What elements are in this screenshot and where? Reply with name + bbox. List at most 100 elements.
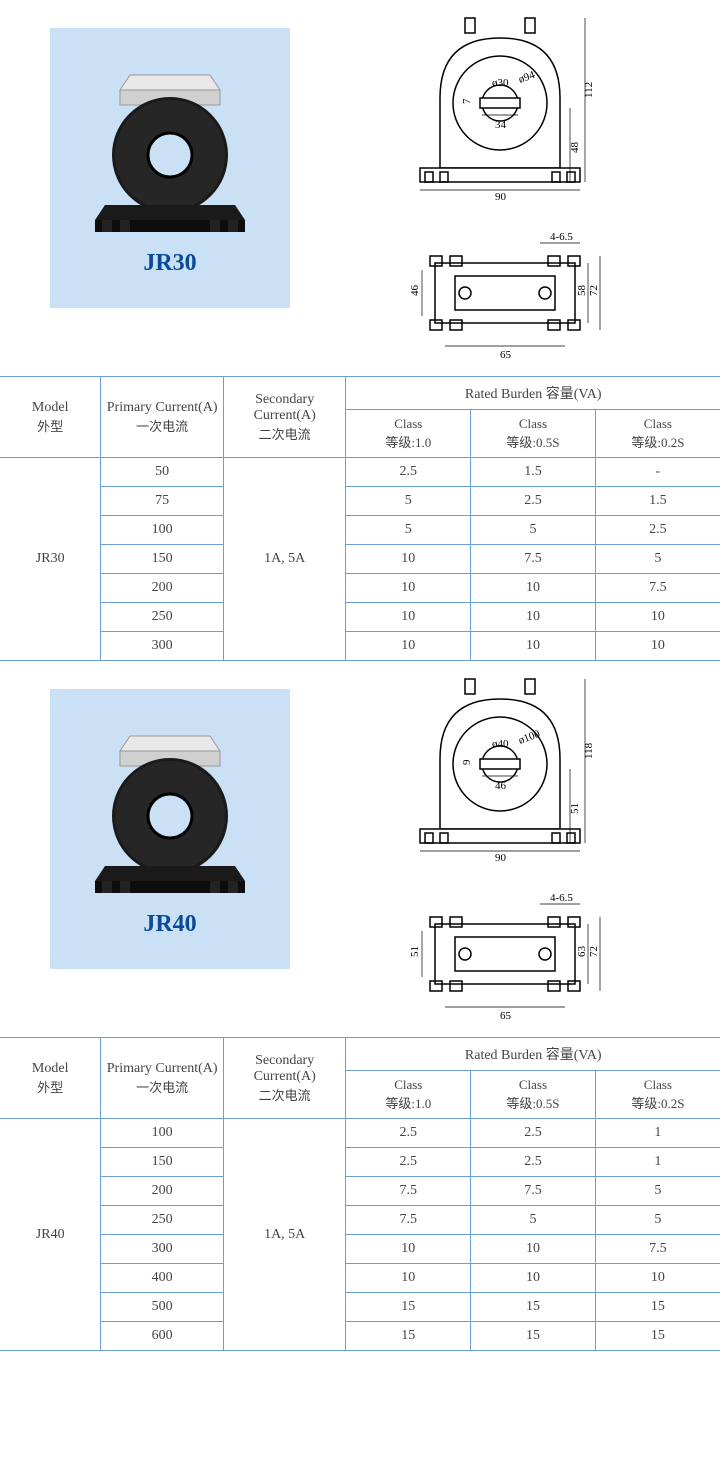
svg-text:51: 51	[410, 946, 421, 957]
c3-cell: 5	[595, 1206, 720, 1235]
primary-cell: 75	[101, 487, 224, 516]
c3-cell: -	[595, 458, 720, 487]
front-diagram: ø40 ø100 9 46 90 118 51	[410, 669, 640, 869]
c2-cell: 5	[471, 516, 596, 545]
svg-text:90: 90	[495, 191, 507, 203]
top-diagram: 4-6.5 51 63 72 65	[410, 889, 640, 1029]
class3-header: Class等级:0.2S	[595, 410, 720, 458]
primary-header: Primary Current(A)一次电流	[101, 377, 224, 458]
primary-cell: 300	[101, 1235, 224, 1264]
svg-text:90: 90	[495, 852, 507, 864]
primary-cell: 200	[101, 574, 224, 603]
svg-text:72: 72	[588, 946, 600, 957]
svg-text:58: 58	[576, 285, 588, 297]
c3-cell: 2.5	[595, 516, 720, 545]
primary-cell: 400	[101, 1264, 224, 1293]
table-row: 100552.5	[0, 516, 720, 545]
svg-text:65: 65	[500, 349, 512, 361]
c2-cell: 10	[471, 1235, 596, 1264]
c2-cell: 10	[471, 603, 596, 632]
c1-cell: 2.5	[346, 1119, 471, 1148]
primary-cell: 50	[101, 458, 224, 487]
c2-cell: 10	[471, 574, 596, 603]
primary-cell: 200	[101, 1177, 224, 1206]
svg-text:ø30: ø30	[492, 77, 509, 89]
primary-cell: 300	[101, 632, 224, 661]
c1-cell: 7.5	[346, 1206, 471, 1235]
c1-cell: 5	[346, 487, 471, 516]
table-row: 400101010	[0, 1264, 720, 1293]
c2-cell: 2.5	[471, 487, 596, 516]
table-row: 600151515	[0, 1322, 720, 1351]
burden-header: Rated Burden 容量(VA)	[346, 1038, 720, 1071]
c1-cell: 10	[346, 545, 471, 574]
primary-cell: 150	[101, 545, 224, 574]
svg-text:46: 46	[495, 780, 507, 792]
table-row: 7552.51.5	[0, 487, 720, 516]
primary-cell: 150	[101, 1148, 224, 1177]
svg-text:4-6.5: 4-6.5	[550, 231, 573, 243]
c3-cell: 7.5	[595, 1235, 720, 1264]
c2-cell: 7.5	[471, 545, 596, 574]
c1-cell: 10	[346, 603, 471, 632]
model-cell: JR30	[0, 458, 101, 661]
class3-header: Class等级:0.2S	[595, 1071, 720, 1119]
c1-cell: 2.5	[346, 458, 471, 487]
c3-cell: 5	[595, 1177, 720, 1206]
c3-cell: 10	[595, 632, 720, 661]
c1-cell: 5	[346, 516, 471, 545]
product-photo: JR30	[50, 28, 290, 308]
table-row: 1502.52.51	[0, 1148, 720, 1177]
secondary-header: Secondary Current(A)二次电流	[223, 377, 346, 458]
c1-cell: 10	[346, 1235, 471, 1264]
c1-cell: 10	[346, 1264, 471, 1293]
table-row: 500151515	[0, 1293, 720, 1322]
product-section: JR40 ø40 ø100 9 46 90 118 51	[0, 661, 720, 1351]
primary-cell: 100	[101, 1119, 224, 1148]
top-diagram: 4-6.5 46 58 72 65	[410, 228, 640, 368]
c2-cell: 2.5	[471, 1119, 596, 1148]
c1-cell: 2.5	[346, 1148, 471, 1177]
table-row: 300101010	[0, 632, 720, 661]
class1-header: Class等级:1.0	[346, 1071, 471, 1119]
product-label: JR30	[143, 250, 196, 277]
svg-text:48: 48	[569, 142, 581, 154]
c2-cell: 5	[471, 1206, 596, 1235]
diagram-column: ø40 ø100 9 46 90 118 51	[290, 669, 700, 1029]
c3-cell: 7.5	[595, 574, 720, 603]
c3-cell: 5	[595, 545, 720, 574]
svg-text:46: 46	[410, 285, 421, 297]
c2-cell: 2.5	[471, 1148, 596, 1177]
product-photo: JR40	[50, 689, 290, 969]
secondary-cell: 1A, 5A	[223, 458, 346, 661]
c2-cell: 7.5	[471, 1177, 596, 1206]
c1-cell: 10	[346, 574, 471, 603]
c2-cell: 15	[471, 1322, 596, 1351]
c1-cell: 10	[346, 632, 471, 661]
ct-icon	[90, 721, 250, 901]
spec-table: Model外型 Primary Current(A)一次电流 Secondary…	[0, 1037, 720, 1351]
class1-header: Class等级:1.0	[346, 410, 471, 458]
table-row: 150 107.55	[0, 545, 720, 574]
svg-text:51: 51	[569, 803, 581, 814]
svg-text:63: 63	[576, 946, 588, 958]
table-row: 2007.57.55	[0, 1177, 720, 1206]
primary-cell: 500	[101, 1293, 224, 1322]
model-header: Model外型	[0, 1038, 101, 1119]
model-cell: JR40	[0, 1119, 101, 1351]
table-row: JR401001A, 5A2.52.51	[0, 1119, 720, 1148]
c3-cell: 10	[595, 603, 720, 632]
primary-cell: 100	[101, 516, 224, 545]
secondary-cell: 1A, 5A	[223, 1119, 346, 1351]
svg-text:65: 65	[500, 1010, 512, 1022]
diagram-column: ø30 ø94 7 34 90 112 48	[290, 8, 700, 368]
table-row: 2507.555	[0, 1206, 720, 1235]
secondary-header: Secondary Current(A)二次电流	[223, 1038, 346, 1119]
product-section: JR30 ø30 ø94 7 34 90 112 48	[0, 0, 720, 661]
svg-text:72: 72	[588, 285, 600, 296]
table-row: 250101010	[0, 603, 720, 632]
c2-cell: 10	[471, 632, 596, 661]
class2-header: Class等级:0.5S	[471, 410, 596, 458]
c3-cell: 1	[595, 1119, 720, 1148]
ct-icon	[90, 60, 250, 240]
